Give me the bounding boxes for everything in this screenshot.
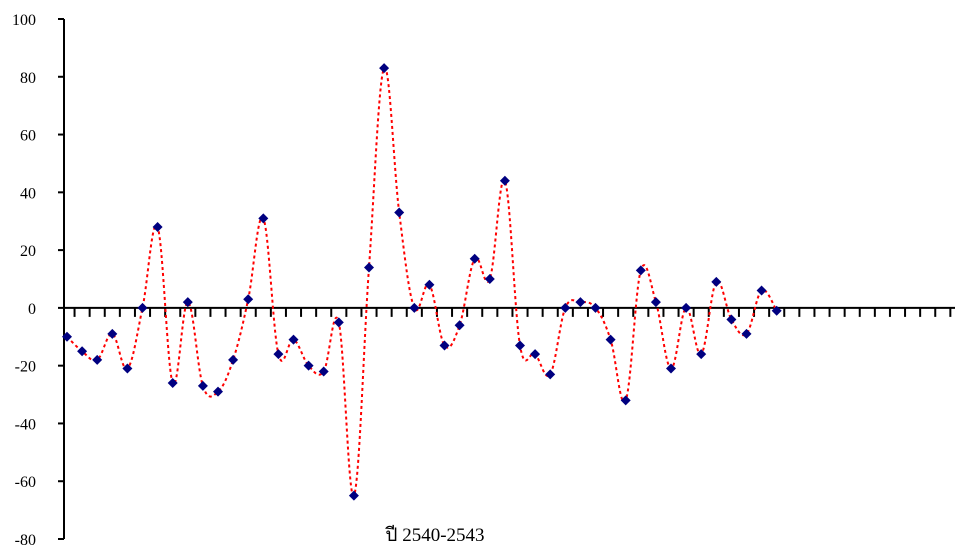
- data-point: [364, 262, 374, 273]
- data-point: [182, 297, 193, 308]
- data-point: [515, 340, 525, 351]
- data-point: [228, 354, 239, 365]
- data-point: [424, 279, 435, 290]
- data-point: [696, 349, 707, 360]
- data-point: [318, 366, 329, 377]
- y-tick-label: -20: [15, 359, 36, 376]
- data-point: [575, 297, 586, 308]
- data-point: [107, 328, 118, 339]
- data-point: [484, 274, 495, 284]
- x-axis-title: ปี 2540-2543: [385, 524, 485, 546]
- y-tick-label: -60: [15, 474, 36, 491]
- data-point: [92, 354, 103, 365]
- data-point: [303, 360, 314, 371]
- series-layer: [62, 63, 782, 501]
- data-point: [439, 340, 450, 351]
- data-point: [726, 314, 737, 325]
- data-point: [409, 302, 420, 313]
- y-tick-label: 40: [20, 185, 36, 202]
- data-point: [545, 369, 556, 380]
- data-point: [711, 276, 722, 287]
- data-point: [197, 380, 208, 391]
- data-point: [122, 363, 133, 374]
- data-point: [666, 363, 676, 374]
- data-point: [756, 285, 767, 296]
- data-point: [333, 317, 344, 328]
- y-tick-label: 100: [12, 12, 36, 29]
- data-point: [650, 297, 661, 308]
- y-tick-label: 60: [20, 128, 36, 145]
- data-point: [469, 253, 480, 264]
- data-point: [258, 213, 269, 224]
- data-point: [213, 386, 223, 397]
- data-point: [590, 302, 601, 313]
- x-axis: [64, 306, 955, 317]
- data-point: [394, 207, 405, 218]
- data-point: [167, 378, 178, 388]
- data-point: [77, 346, 88, 357]
- y-tick-label: 80: [20, 70, 36, 87]
- data-point: [152, 222, 163, 232]
- data-point: [348, 490, 359, 501]
- data-point: [605, 334, 616, 345]
- data-point: [741, 328, 752, 339]
- data-point: [530, 349, 541, 360]
- data-point: [635, 265, 646, 276]
- data-point: [681, 302, 692, 313]
- data-point: [243, 294, 254, 305]
- data-point: [454, 320, 465, 331]
- y-tick-label: -40: [15, 416, 36, 433]
- data-point: [273, 349, 284, 360]
- data-point: [288, 334, 299, 345]
- data-point: [62, 331, 72, 342]
- y-tick-label: 0: [28, 301, 36, 318]
- data-point: [137, 302, 148, 313]
- y-tick-label: 20: [20, 243, 36, 260]
- data-point: [620, 395, 631, 406]
- data-point: [379, 63, 390, 74]
- y-axis: -80 -60 -40 -20 0 20 40 60 80 100: [12, 12, 65, 548]
- data-point: [499, 175, 510, 186]
- data-point: [771, 305, 782, 316]
- series-line: [66, 66, 778, 497]
- data-point: [560, 302, 571, 313]
- y-tick-label: -80: [15, 532, 36, 548]
